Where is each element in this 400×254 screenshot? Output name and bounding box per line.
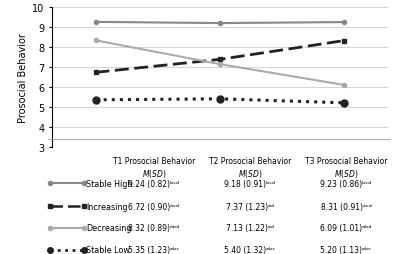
Text: 5.40 (1.32)ᵃᵇᶜ: 5.40 (1.32)ᵃᵇᶜ	[224, 245, 276, 254]
Text: T2 Prosocial Behavior
$M(SD)$: T2 Prosocial Behavior $M(SD)$	[209, 156, 291, 179]
Text: 9.23 (0.86)ᵇᶜᵈ: 9.23 (0.86)ᵇᶜᵈ	[320, 179, 372, 188]
Text: 6.09 (1.01)ᵃᵇᵈ: 6.09 (1.01)ᵃᵇᵈ	[320, 224, 372, 233]
Text: 6.72 (0.90)ᵃᶜᵈ: 6.72 (0.90)ᵃᶜᵈ	[128, 202, 180, 211]
Text: Decreasing: Decreasing	[86, 224, 131, 233]
Text: Stable High: Stable High	[86, 179, 132, 188]
Text: 5.20 (1.13)ᵃᵇᶜ: 5.20 (1.13)ᵃᵇᶜ	[320, 245, 372, 254]
Text: 7.37 (1.23)ᵃᵈ: 7.37 (1.23)ᵃᵈ	[226, 202, 274, 211]
Text: T1 Prosocial Behavior
$M(SD)$: T1 Prosocial Behavior $M(SD)$	[113, 156, 195, 179]
Text: 8.32 (0.89)ᵃᵇᵈ: 8.32 (0.89)ᵃᵇᵈ	[128, 224, 180, 233]
Text: 9.24 (0.82)ᵇᶜᵈ: 9.24 (0.82)ᵇᶜᵈ	[128, 179, 180, 188]
Text: 8.31 (0.91)ᵃᶜᵈ: 8.31 (0.91)ᵃᶜᵈ	[320, 202, 372, 211]
Text: 5.35 (1.23)ᵃᵇᶜ: 5.35 (1.23)ᵃᵇᶜ	[128, 245, 180, 254]
Text: 9.18 (0.91)ᵇᶜᵈ: 9.18 (0.91)ᵇᶜᵈ	[224, 179, 276, 188]
Text: Increasing: Increasing	[86, 202, 128, 211]
Text: 7.13 (1.22)ᵃᵈ: 7.13 (1.22)ᵃᵈ	[226, 224, 274, 233]
Text: Stable Low: Stable Low	[86, 245, 130, 254]
Y-axis label: Prosocial Behavior: Prosocial Behavior	[18, 33, 28, 122]
Text: T3 Prosocial Behavior
$M(SD)$: T3 Prosocial Behavior $M(SD)$	[305, 156, 387, 179]
